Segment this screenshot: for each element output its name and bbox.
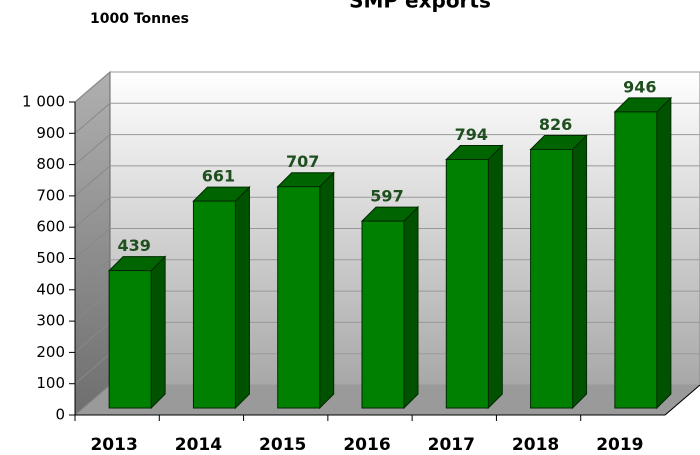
value-label: 597	[370, 187, 403, 206]
bar-side	[487, 144, 503, 410]
x-tick-label: 2014	[175, 435, 222, 455]
y-axis-label: 1000 Tonnes	[90, 11, 189, 27]
grid-line	[74, 384, 111, 416]
bar-side	[572, 134, 588, 410]
bar	[530, 148, 574, 409]
grid-line	[74, 102, 111, 134]
bar	[445, 158, 489, 409]
y-tick-label: 200	[36, 343, 65, 361]
y-tick-label: 600	[36, 218, 65, 236]
bar	[192, 200, 236, 409]
x-tick-label: 2018	[512, 435, 559, 455]
bar-side	[403, 205, 419, 410]
grid-line	[74, 228, 111, 259]
y-tick-label: 900	[36, 124, 65, 142]
bar-side	[150, 255, 166, 410]
bar-side	[656, 96, 672, 410]
value-label: 707	[286, 152, 319, 171]
x-tick-label: 2019	[596, 435, 643, 455]
x-tick-label: 2013	[90, 435, 137, 455]
bar	[614, 111, 658, 409]
y-tick-label: 100	[36, 374, 65, 392]
y-tick-label: 700	[36, 186, 65, 204]
grid-line	[74, 71, 111, 103]
value-label: 661	[202, 167, 235, 186]
bar	[277, 186, 321, 409]
x-tick-label: 2015	[259, 435, 306, 455]
bar-side	[319, 171, 335, 410]
x-axis-side	[664, 384, 700, 416]
grid-line	[74, 134, 111, 165]
bar	[108, 270, 152, 409]
chart-title: SMP exports	[349, 0, 491, 13]
value-label: 946	[623, 77, 656, 96]
y-tick-label: 300	[36, 312, 65, 330]
value-label: 826	[539, 115, 572, 134]
y-tick-label: 0	[55, 406, 65, 424]
x-tick-label: 2017	[428, 435, 475, 455]
x-tick-label: 2016	[343, 435, 390, 455]
grid-line	[74, 353, 111, 385]
grid-line	[74, 196, 111, 228]
value-label: 794	[455, 125, 488, 144]
y-tick-label: 1 000	[22, 93, 65, 111]
grid-line	[74, 165, 111, 197]
grid-line	[74, 322, 111, 353]
grid-line	[74, 290, 111, 322]
bar	[361, 220, 405, 409]
bar-side	[234, 185, 250, 410]
y-tick-label: 800	[36, 155, 65, 173]
grid-line	[74, 259, 111, 291]
value-label: 439	[117, 236, 150, 255]
y-tick-label: 500	[36, 249, 65, 267]
y-tick-label: 400	[36, 280, 65, 298]
